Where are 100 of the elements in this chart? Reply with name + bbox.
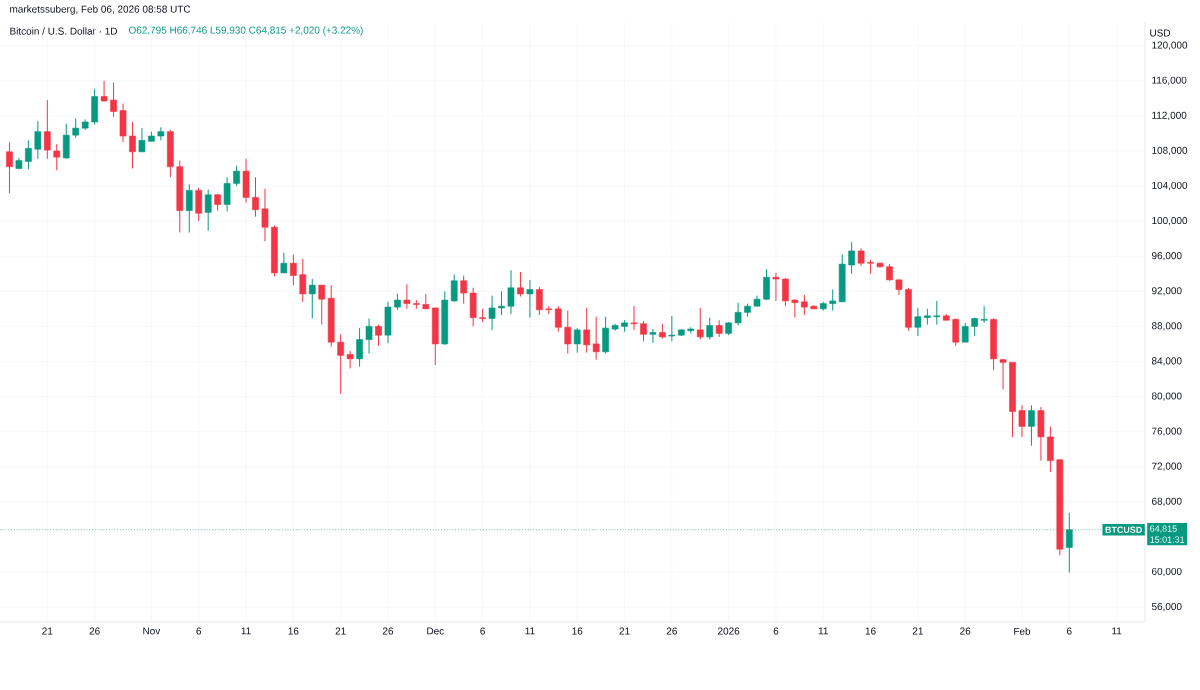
candlestick <box>72 117 80 139</box>
candlestick <box>233 165 240 187</box>
candlestick <box>734 302 742 326</box>
text: 64,815 <box>1150 525 1177 533</box>
x-tick-label: 21 <box>619 627 630 635</box>
candlestick <box>100 80 108 103</box>
x-tick-label: 11 <box>241 627 251 635</box>
y-tick-label: 112,000 <box>1152 111 1187 120</box>
x-tick-label: 21 <box>335 627 346 635</box>
x-tick-label: 6 <box>773 627 779 635</box>
candlestick <box>782 277 789 307</box>
candlestick <box>356 327 363 368</box>
x-tick-label: 11 <box>818 627 828 635</box>
y-tick-label: 116,000 <box>1152 76 1187 85</box>
x-tick-label: 2026 <box>718 627 740 635</box>
candlestick <box>952 317 960 347</box>
candlestick <box>450 274 458 303</box>
chart-title: Bitcoin / U.S. Dollar · 1D <box>10 27 117 35</box>
y-tick-label: 84,000 <box>1151 357 1182 366</box>
candlestick <box>1047 425 1054 473</box>
x-tick-label: 11 <box>1112 627 1122 635</box>
candlestick <box>129 121 136 169</box>
x-tick-label: 26 <box>89 627 100 635</box>
text: 15:01:31 <box>1150 536 1185 543</box>
candlestick <box>25 139 32 170</box>
candlestick <box>980 305 988 324</box>
candlestick <box>375 324 382 347</box>
candlestick <box>53 143 61 171</box>
candlestick <box>43 99 51 160</box>
candlestick <box>848 241 855 275</box>
candlestick <box>280 252 288 274</box>
candlestick <box>195 187 203 222</box>
candlestick <box>498 290 505 316</box>
candlestick <box>630 305 638 331</box>
y-tick-label: 76,000 <box>1152 427 1182 436</box>
candlestick <box>138 127 146 153</box>
candlestick <box>365 317 373 355</box>
y-tick-label: 80,000 <box>1151 392 1182 401</box>
candlestick <box>299 258 307 303</box>
candlestick <box>157 126 165 141</box>
x-tick-label: Nov <box>143 627 161 635</box>
candlestick <box>337 333 344 395</box>
candlestick <box>791 298 799 319</box>
y-tick-label: 60,000 <box>1152 567 1182 577</box>
candlestick <box>507 269 515 315</box>
candlestick <box>185 183 193 234</box>
candlestick <box>252 176 259 218</box>
candlestick <box>961 322 969 343</box>
y-tick-label: 96,000 <box>1151 252 1182 261</box>
x-tick-label: 26 <box>382 627 394 635</box>
ref-line-label: BTCUSD <box>1105 526 1142 533</box>
candlestick <box>933 300 941 326</box>
x-tick-label: 11 <box>525 627 535 635</box>
candlestick <box>696 307 704 341</box>
candlestick <box>6 141 13 194</box>
chart-subtitle: O62,795 H66,746 L59,930 C64,815 +2,020 (+3.22%) <box>128 26 363 36</box>
y-tick-label: 92,000 <box>1151 287 1182 296</box>
candlestick <box>554 305 562 333</box>
x-tick-label: 21 <box>912 627 923 635</box>
candlestick <box>290 253 297 286</box>
candlestick <box>583 307 591 354</box>
candlestick <box>223 176 231 212</box>
candlestick <box>110 82 117 118</box>
candlestick <box>526 279 534 319</box>
y-tick-label: 72,000 <box>1152 462 1182 471</box>
x-tick-label: 16 <box>288 627 299 635</box>
candlestick <box>668 315 676 342</box>
candlestick <box>564 310 572 355</box>
candlestick <box>706 317 714 341</box>
x-tick-label: 16 <box>865 627 876 635</box>
y-tick-label: 88,000 <box>1151 322 1182 331</box>
x-tick-label: Dec <box>427 627 444 635</box>
y-tick-label: 120,000 <box>1152 41 1188 50</box>
candlestick <box>34 120 42 160</box>
x-tick-label: 26 <box>666 627 677 635</box>
candlestick <box>318 284 326 326</box>
candlestick <box>536 286 543 316</box>
candlestick <box>517 271 524 298</box>
candlestick <box>999 358 1007 391</box>
candlestick <box>772 272 780 302</box>
x-tick-label: 21 <box>42 627 53 635</box>
candlestick <box>62 123 70 160</box>
candlestick <box>488 295 496 331</box>
candlestick <box>403 283 411 310</box>
candlestick <box>914 307 922 337</box>
y-tick-label: 108,000 <box>1152 146 1188 156</box>
candlestick <box>308 278 316 319</box>
y-tick-label: 100,000 <box>1152 217 1188 226</box>
candlestick <box>573 327 581 354</box>
candlestick <box>649 328 657 344</box>
candlestick <box>640 320 647 342</box>
x-tick-label: 6 <box>196 627 202 635</box>
y-tick-label: 56,000 <box>1151 602 1182 612</box>
candlestick <box>1018 404 1026 438</box>
candlestick <box>1028 404 1035 447</box>
x-tick-label: 6 <box>480 627 485 635</box>
candlestick <box>346 350 354 369</box>
x-tick-label: Feb <box>1014 627 1031 635</box>
candlestick <box>460 275 467 305</box>
candlestick <box>204 189 212 232</box>
